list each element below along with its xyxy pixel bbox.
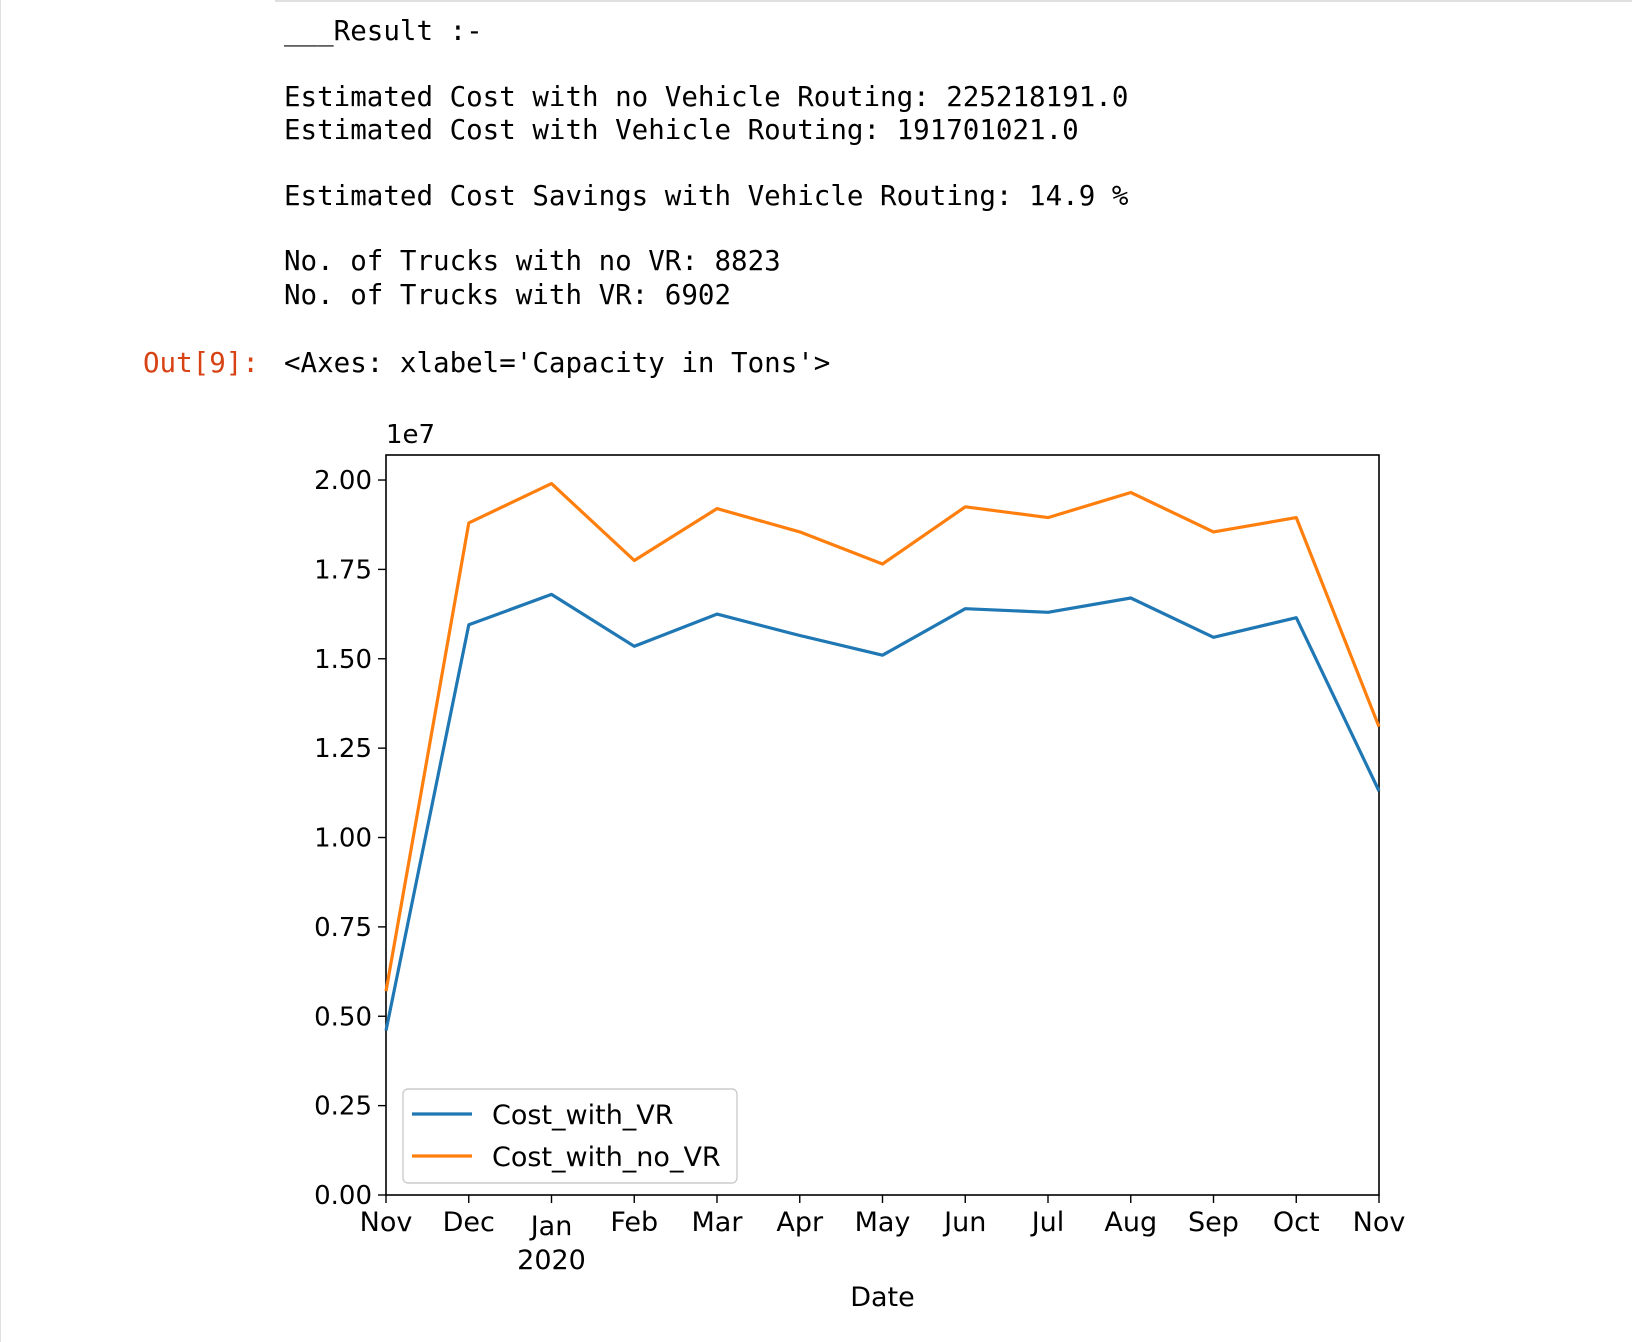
x-tick-label: Mar [692, 1207, 744, 1238]
legend-label: Cost_with_VR [492, 1100, 674, 1131]
plot-area [386, 455, 1379, 1195]
x-tick-label: Apr [776, 1207, 824, 1238]
x-tick-label: Jun [942, 1207, 986, 1238]
legend-label: Cost_with_no_VR [492, 1142, 721, 1173]
x-axis-label: Date [850, 1282, 915, 1313]
y-tick-label: 2.00 [314, 466, 372, 496]
y-tick-label: 1.25 [314, 734, 372, 764]
x-tick-label: Oct [1273, 1207, 1320, 1238]
y-tick-label: 1.00 [314, 824, 372, 854]
x-tick-label: Nov [1353, 1207, 1406, 1238]
x-tick-label: Feb [610, 1207, 658, 1238]
y-tick-label: 0.25 [314, 1092, 372, 1122]
y-offset-label: 1e7 [386, 420, 435, 450]
x-tick-label: Aug [1104, 1207, 1157, 1238]
y-tick-label: 1.50 [314, 645, 372, 675]
x-tick-label: Jul [1030, 1207, 1065, 1238]
x-tick-label: Jan [529, 1211, 573, 1242]
x-tick-label: Dec [443, 1207, 495, 1238]
y-tick-label: 0.50 [314, 1002, 372, 1032]
x-tick-label: May [855, 1207, 911, 1238]
y-tick-label: 0.75 [314, 913, 372, 943]
x-tick-label: Nov [360, 1207, 413, 1238]
y-tick-label: 1.75 [314, 555, 372, 585]
x-year-label: 2020 [517, 1245, 586, 1276]
x-tick-label: Sep [1188, 1207, 1239, 1238]
